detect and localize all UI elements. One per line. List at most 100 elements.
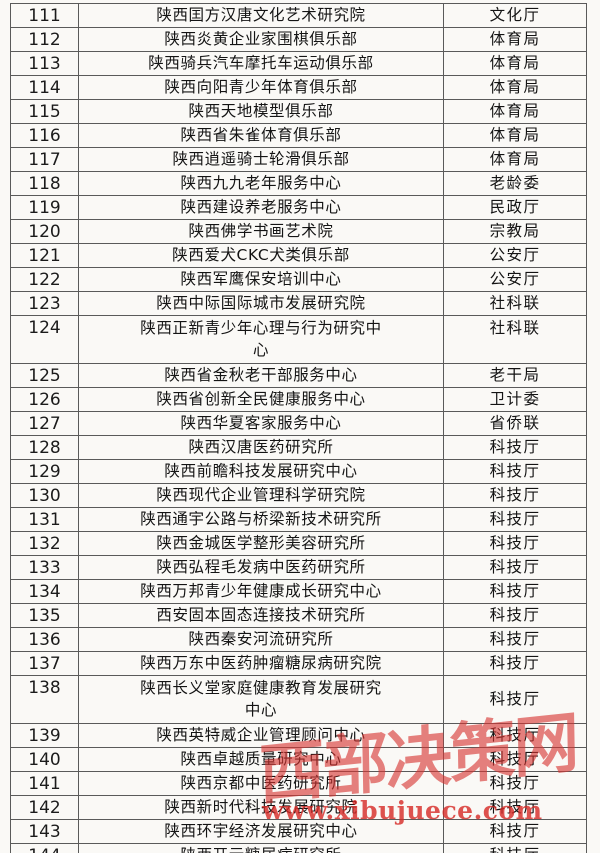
organization-name-line-1: 陕西佛学书画艺术院 — [188, 222, 334, 240]
organization-name-cell: 陕西开元糖尿病研究所 — [78, 843, 444, 853]
supervising-department-cell: 科技厅 — [443, 675, 587, 724]
organization-name-cell: 陕西天地模型俱乐部 — [78, 99, 444, 124]
supervising-department-cell: 体育局 — [443, 123, 587, 148]
row-number-cell: 113 — [10, 51, 79, 76]
organization-name-line-1: 陕西环宇经济发展研究中心 — [164, 822, 358, 840]
row-number-cell: 120 — [10, 219, 79, 244]
organization-name-cell: 陕西九九老年服务中心 — [78, 171, 444, 196]
row-number-cell: 127 — [10, 411, 79, 436]
row-number-cell: 136 — [10, 627, 79, 652]
supervising-department-cell: 科技厅 — [443, 651, 587, 676]
organization-name-line-1: 陕西通宇公路与桥梁新技术研究所 — [140, 510, 382, 528]
organization-name-line-1: 陕西炎黄企业家围棋俱乐部 — [164, 30, 358, 48]
organization-name-line-1: 陕西汉唐医药研究所 — [188, 438, 334, 456]
row-number-cell: 126 — [10, 387, 79, 412]
row-number-cell: 141 — [10, 771, 79, 796]
table-row: 117 陕西逍遥骑士轮滑俱乐部 体育局 — [10, 147, 587, 172]
table-row: 121 陕西爱犬CKC犬类俱乐部 公安厅 — [10, 243, 587, 268]
supervising-department-cell: 科技厅 — [443, 603, 587, 628]
organization-name-cell: 陕西现代企业管理科学研究院 — [78, 483, 444, 508]
organization-name-line-1: 陕西万邦青少年健康成长研究中心 — [140, 582, 382, 600]
row-number-cell: 137 — [10, 651, 79, 676]
row-number-cell: 131 — [10, 507, 79, 532]
supervising-department-cell: 宗教局 — [443, 219, 587, 244]
table-row: 120 陕西佛学书画艺术院 宗教局 — [10, 219, 587, 244]
organization-name-line-1: 陕西新时代科技发展研究院 — [164, 798, 358, 816]
table-row: 129 陕西前瞻科技发展研究中心 科技厅 — [10, 459, 587, 484]
supervising-department-cell: 科技厅 — [443, 747, 587, 772]
supervising-department-cell: 科技厅 — [443, 555, 587, 580]
supervising-department-cell: 体育局 — [443, 75, 587, 100]
organization-name-line-1: 陕西前瞻科技发展研究中心 — [164, 462, 358, 480]
supervising-department-cell: 科技厅 — [443, 723, 587, 748]
organization-name-cell: 陕西英特威企业管理顾问中心 — [78, 723, 444, 748]
table-row: 119 陕西建设养老服务中心 民政厅 — [10, 195, 587, 220]
organization-name-line-1: 陕西华夏客家服务中心 — [180, 414, 342, 432]
organization-name-line-1: 陕西建设养老服务中心 — [180, 198, 342, 216]
organization-name-line-1: 陕西骑兵汽车摩托车运动俱乐部 — [148, 54, 374, 72]
organization-name-line-1: 陕西正新青少年心理与行为研究中 — [140, 319, 382, 337]
row-number-cell: 134 — [10, 579, 79, 604]
organization-name-cell: 西安固本固态连接技术研究所 — [78, 603, 444, 628]
organization-name-line-1: 陕西爱犬CKC犬类俱乐部 — [172, 246, 350, 264]
table-row: 127 陕西华夏客家服务中心 省侨联 — [10, 411, 587, 436]
organization-name-cell: 陕西佛学书画艺术院 — [78, 219, 444, 244]
table-row: 111 陕西囯方汉唐文化艺术研究院 文化厅 — [10, 3, 587, 28]
supervising-department-cell: 民政厅 — [443, 195, 587, 220]
organization-name-cell: 陕西华夏客家服务中心 — [78, 411, 444, 436]
organization-name-line-1: 陕西省创新全民健康服务中心 — [156, 390, 366, 408]
organization-name-cell: 陕西军鹰保安培训中心 — [78, 267, 444, 292]
table-row: 132 陕西金城医学整形美容研究所 科技厅 — [10, 531, 587, 556]
row-number-cell: 133 — [10, 555, 79, 580]
supervising-department-cell: 科技厅 — [443, 507, 587, 532]
row-number-cell: 142 — [10, 795, 79, 820]
organization-name-line-1: 陕西弘程毛发病中医药研究所 — [156, 558, 366, 576]
organization-name-cell: 陕西通宇公路与桥梁新技术研究所 — [78, 507, 444, 532]
organization-name-line-1: 陕西中际国际城市发展研究院 — [156, 294, 366, 312]
row-number-cell: 121 — [10, 243, 79, 268]
row-number-cell: 138 — [10, 675, 79, 724]
organization-name-cell: 陕西逍遥骑士轮滑俱乐部 — [78, 147, 444, 172]
organization-name-line-1: 陕西省朱雀体育俱乐部 — [180, 126, 342, 144]
row-number-cell: 117 — [10, 147, 79, 172]
supervising-department-cell: 科技厅 — [443, 843, 587, 853]
table-row: 113 陕西骑兵汽车摩托车运动俱乐部 体育局 — [10, 51, 587, 76]
supervising-department-cell: 公安厅 — [443, 267, 587, 292]
organization-name-line-1: 陕西秦安河流研究所 — [188, 630, 334, 648]
organization-name-line-1: 陕西天地模型俱乐部 — [188, 102, 334, 120]
supervising-department-cell: 公安厅 — [443, 243, 587, 268]
organization-name-cell: 陕西炎黄企业家围棋俱乐部 — [78, 27, 444, 52]
table-row: 136 陕西秦安河流研究所 科技厅 — [10, 627, 587, 652]
organization-name-cell: 陕西弘程毛发病中医药研究所 — [78, 555, 444, 580]
organization-name-cell: 陕西骑兵汽车摩托车运动俱乐部 — [78, 51, 444, 76]
row-number-cell: 114 — [10, 75, 79, 100]
table-row: 133 陕西弘程毛发病中医药研究所 科技厅 — [10, 555, 587, 580]
supervising-department-cell: 体育局 — [443, 27, 587, 52]
organization-name-line-1: 陕西军鹰保安培训中心 — [180, 270, 342, 288]
organization-name-line-1: 陕西现代企业管理科学研究院 — [156, 486, 366, 504]
row-number-cell: 132 — [10, 531, 79, 556]
table-row: 144陕西开元糖尿病研究所科技厅 — [10, 843, 587, 853]
row-number-cell: 135 — [10, 603, 79, 628]
organization-name-line-1: 陕西金城医学整形美容研究所 — [156, 534, 366, 552]
table-row: 143 陕西环宇经济发展研究中心 科技厅 — [10, 819, 587, 844]
table-row: 126 陕西省创新全民健康服务中心 卫计委 — [10, 387, 587, 412]
row-number-cell: 125 — [10, 363, 79, 388]
organization-name-line-1: 陕西省金秋老干部服务中心 — [164, 366, 358, 384]
supervising-department-cell: 科技厅 — [443, 483, 587, 508]
organization-name-cell: 陕西秦安河流研究所 — [78, 627, 444, 652]
organization-name-line-1: 陕西长义堂家庭健康教育发展研究 — [140, 679, 382, 697]
supervising-department-cell: 老干局 — [443, 363, 587, 388]
table-row: 124 陕西正新青少年心理与行为研究中心社科联 — [10, 315, 587, 364]
supervising-department-cell: 体育局 — [443, 51, 587, 76]
organization-name-cell: 陕西建设养老服务中心 — [78, 195, 444, 220]
organization-name-cell: 陕西向阳青少年体育俱乐部 — [78, 75, 444, 100]
table-row: 118 陕西九九老年服务中心 老龄委 — [10, 171, 587, 196]
row-number-cell: 143 — [10, 819, 79, 844]
organization-name-cell: 陕西金城医学整形美容研究所 — [78, 531, 444, 556]
table-row: 125 陕西省金秋老干部服务中心 老干局 — [10, 363, 587, 388]
organization-name-cell: 陕西省朱雀体育俱乐部 — [78, 123, 444, 148]
supervising-department-cell: 老龄委 — [443, 171, 587, 196]
table-body: 111 陕西囯方汉唐文化艺术研究院 文化厅 112 陕西炎黄企业家围棋俱乐部 体育局 113… — [10, 3, 587, 853]
